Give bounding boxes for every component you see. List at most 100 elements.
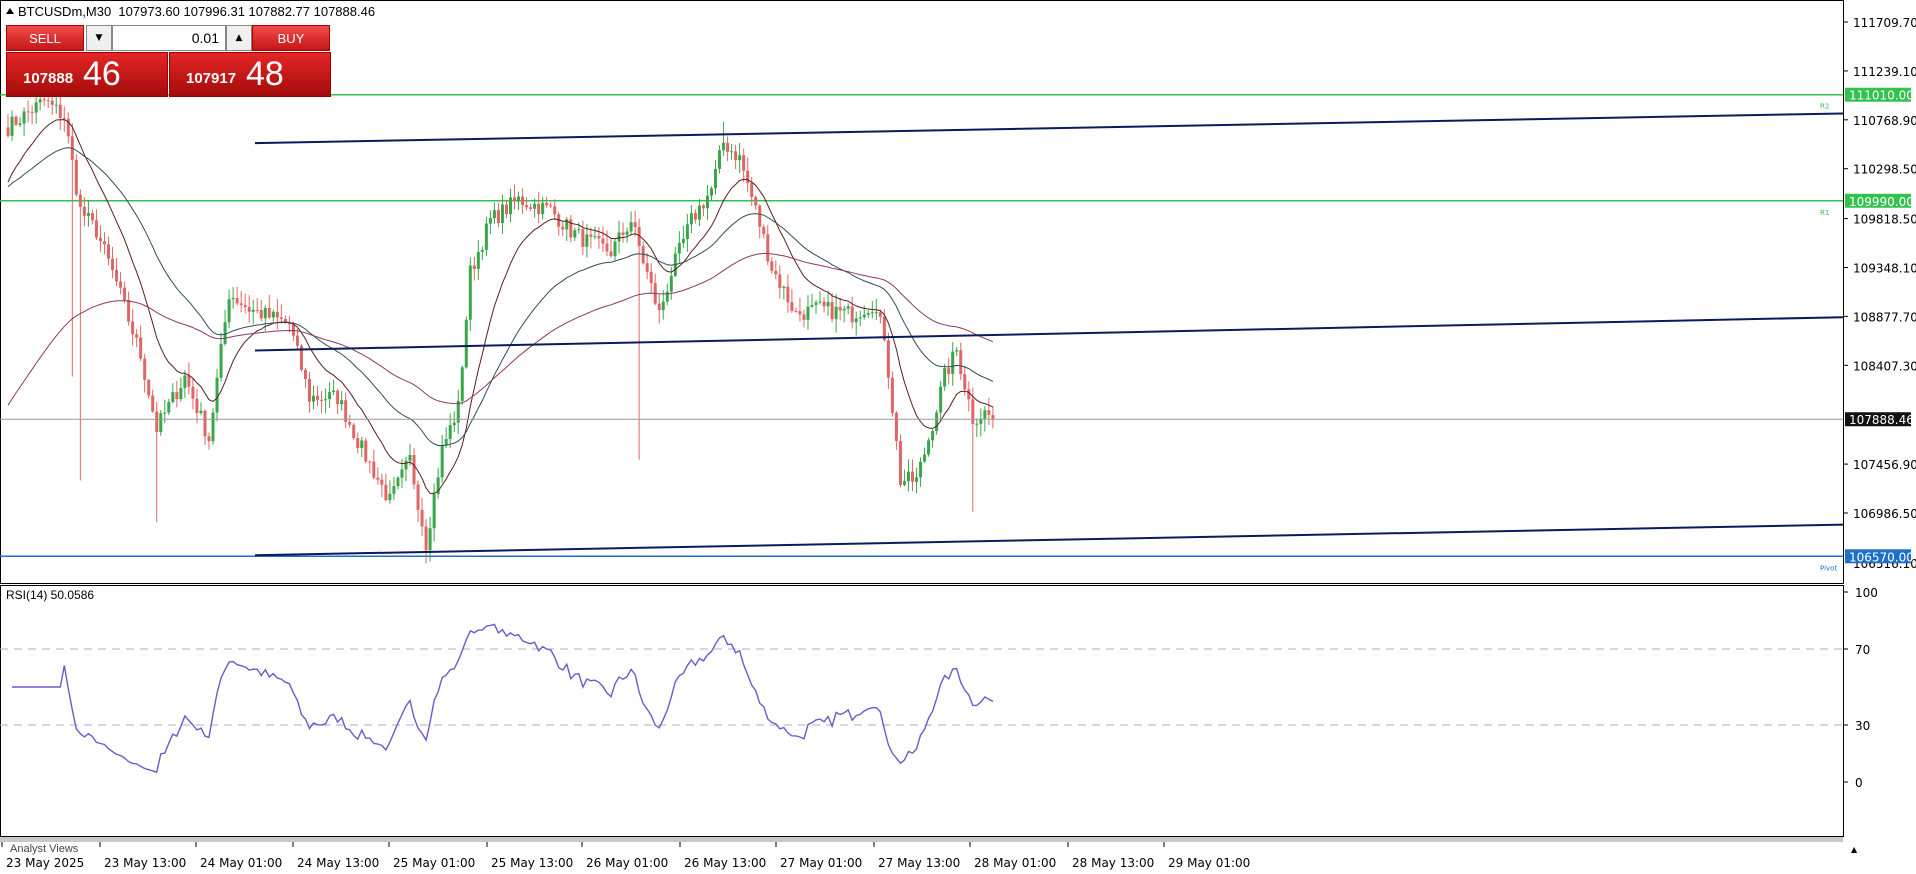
candle-body — [790, 302, 794, 311]
candle-body — [858, 317, 862, 319]
bid-price-pips: 46 — [83, 55, 121, 93]
candle-body — [291, 324, 295, 336]
candle-body — [862, 314, 866, 318]
candle-body — [203, 410, 207, 437]
candle-body — [34, 102, 38, 113]
candle-body — [979, 418, 983, 424]
candle-body — [488, 218, 492, 224]
candle-body — [774, 270, 778, 275]
level-tag: R2 — [1820, 103, 1829, 111]
candle-body — [243, 305, 247, 308]
candle-body — [195, 398, 199, 414]
candle-body — [271, 311, 275, 318]
candle-body — [818, 301, 822, 303]
bid-price-button[interactable]: 107888 46 — [6, 52, 168, 97]
lot-increase-button[interactable]: ▲ — [226, 25, 252, 51]
candle-body — [509, 197, 512, 215]
rsi-tick-label: 30 — [1855, 719, 1870, 733]
time-tick-label: 29 May 01:00 — [1168, 856, 1250, 870]
candle-body — [344, 400, 348, 423]
current-price-box — [1845, 412, 1911, 427]
candle-body — [754, 197, 758, 206]
candle-body — [223, 322, 227, 345]
candle-body — [151, 395, 155, 412]
candle-body — [581, 229, 585, 247]
candle-body — [392, 486, 396, 494]
candle-body — [935, 412, 939, 431]
channel-line[interactable] — [254, 523, 1844, 557]
candle-body — [107, 244, 110, 259]
candle-body — [143, 358, 147, 380]
candle-body — [62, 118, 66, 120]
candle-body — [119, 281, 123, 288]
channel-line[interactable] — [254, 316, 1844, 352]
symbol-timeframe: BTCUSDm,M30 — [18, 4, 112, 19]
price-tick-label: 109818.50 — [1853, 213, 1916, 227]
candle-body — [14, 116, 18, 125]
candle-body — [521, 196, 525, 206]
moving-average-fast — [7, 119, 994, 494]
lot-size-input[interactable]: 0.01 — [112, 25, 226, 51]
candle-body — [251, 309, 255, 312]
candle-body — [669, 275, 673, 292]
candle-body — [127, 299, 131, 322]
candle-body — [239, 303, 243, 306]
candle-body — [697, 205, 701, 220]
candle-body — [308, 379, 311, 402]
rsi-line — [12, 623, 994, 774]
price-tick-label: 106986.50 — [1853, 507, 1916, 521]
candle-body — [111, 258, 115, 270]
candle-body — [866, 313, 870, 315]
candle-body — [215, 377, 219, 413]
candle-body — [882, 316, 886, 341]
analyst-views-tab[interactable]: Analyst Views — [10, 843, 79, 855]
candle-body — [951, 351, 955, 374]
candle-body — [967, 389, 971, 400]
candle-body — [689, 213, 693, 225]
ask-price-button[interactable]: 107917 48 — [169, 52, 331, 97]
lot-decrease-button[interactable]: ▼ — [86, 25, 112, 51]
price-tick-label: 111239.10 — [1853, 65, 1916, 79]
candle-body — [115, 269, 119, 282]
collapse-triangle-icon[interactable] — [6, 7, 14, 14]
candle-body — [919, 461, 923, 478]
candle-body — [340, 400, 344, 405]
candle-body — [838, 306, 842, 311]
level-price-label: 109990.00 — [1849, 195, 1914, 209]
candle-body — [569, 219, 573, 238]
candle-body — [167, 402, 171, 413]
channel-line[interactable] — [254, 112, 1844, 145]
candle-body — [10, 116, 14, 136]
candle-body — [476, 251, 480, 269]
candle-body — [404, 460, 408, 470]
price-tick-label: 111709.70 — [1853, 16, 1916, 30]
sell-button[interactable]: SELL — [6, 25, 84, 51]
candle-body — [376, 477, 380, 480]
candle-body — [750, 183, 754, 198]
candle-body — [830, 302, 834, 320]
candle-body — [312, 395, 316, 402]
candle-body — [601, 238, 605, 244]
candle-body — [492, 210, 496, 219]
rsi-tick-label: 70 — [1855, 643, 1870, 657]
rsi-tick-label: 0 — [1855, 776, 1863, 790]
candle-body — [573, 230, 577, 238]
candle-body — [360, 440, 364, 449]
candle-body — [436, 477, 440, 494]
candle-body — [484, 223, 488, 251]
buy-button[interactable]: BUY — [252, 25, 330, 51]
candle-body — [348, 422, 352, 425]
candle-body — [259, 309, 263, 319]
candle-body — [231, 298, 235, 300]
price-tick-label: 108877.70 — [1853, 310, 1916, 324]
candle-body — [565, 219, 569, 230]
candle-body — [147, 379, 151, 396]
rsi-panel-frame — [0, 585, 1844, 837]
candle-body — [513, 197, 517, 202]
candle-body — [163, 412, 167, 414]
candle-body — [947, 368, 951, 374]
candle-body — [287, 322, 291, 325]
candle-body — [971, 399, 975, 424]
candle-body — [175, 392, 179, 400]
